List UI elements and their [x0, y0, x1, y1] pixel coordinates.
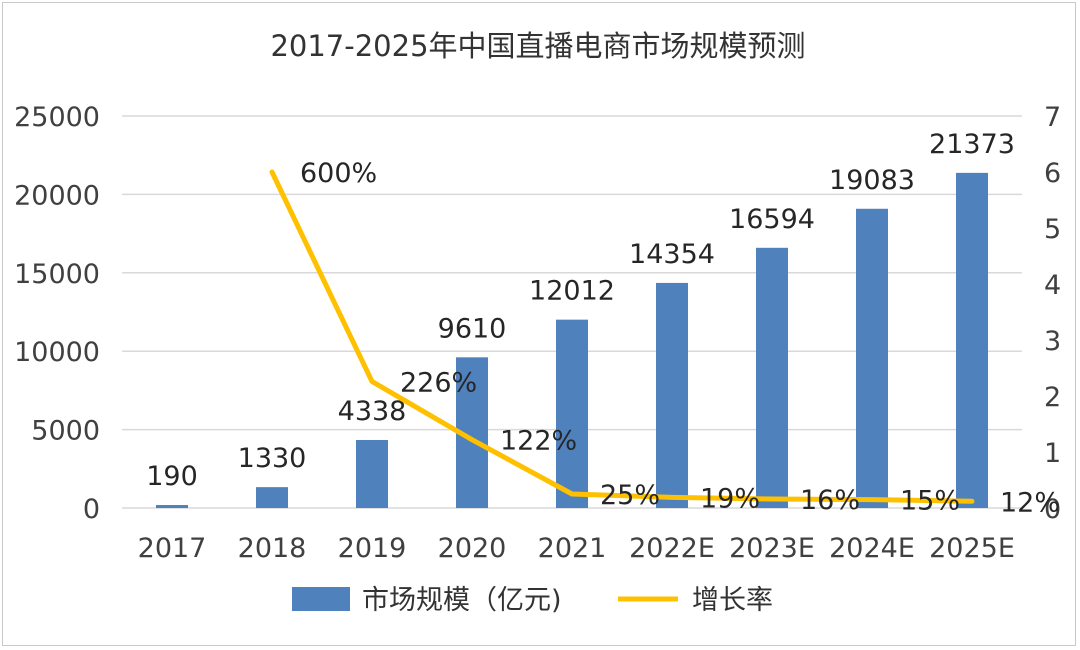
right-axis-tick-label: 4: [1044, 270, 1061, 301]
growth-data-label: 226%: [400, 367, 477, 398]
legend-bar-label: 市场规模（亿元): [362, 585, 562, 616]
x-axis-tick-label: 2020: [438, 533, 507, 564]
right-axis-tick-label: 0: [1044, 494, 1061, 525]
left-axis-ticks: 0 5000 10000 15000 20000 25000: [14, 102, 100, 525]
growth-data-label: 19%: [700, 483, 760, 514]
bar: [656, 282, 688, 508]
growth-data-label: 12%: [1000, 487, 1060, 518]
left-axis-tick-label: 20000: [14, 180, 100, 211]
bar-data-label: 14354: [629, 239, 715, 270]
left-axis-tick-label: 10000: [14, 337, 100, 368]
x-axis-tick-label: 2023E: [729, 533, 815, 564]
x-axis-tick-label: 2022E: [629, 533, 715, 564]
x-axis-tick-label: 2021: [538, 533, 607, 564]
right-axis-tick-label: 2: [1044, 382, 1061, 413]
bar: [556, 319, 588, 508]
right-axis-tick-label: 1: [1044, 438, 1061, 469]
x-axis-tick-label: 2025E: [929, 533, 1015, 564]
bar-data-label: 1330: [238, 443, 307, 474]
growth-line-series: 600% 226% 122% 25% 19% 16% 15% 12%: [269, 158, 1060, 518]
x-axis-tick-label: 2018: [238, 533, 307, 564]
right-axis-tick-label: 7: [1044, 102, 1061, 133]
x-axis-tick-label: 2024E: [829, 533, 915, 564]
bar: [956, 172, 988, 509]
x-axis-ticks: 2017 2018 2019 2020 2021 2022E 2023E 2024E 2025E: [138, 533, 1015, 564]
bar-data-label: 16594: [729, 204, 815, 235]
legend: 市场规模（亿元) 增长率: [292, 585, 773, 616]
growth-line: [269, 169, 975, 504]
bar-data-label: 9610: [438, 313, 507, 344]
x-axis-tick-label: 2019: [338, 533, 407, 564]
x-axis-tick-label: 2017: [138, 533, 207, 564]
bar: [856, 208, 888, 508]
left-axis-tick-label: 5000: [31, 416, 100, 447]
right-axis-tick-label: 3: [1044, 326, 1061, 357]
chart-title: 2017-2025年中国直播电商市场规模预测: [270, 29, 805, 63]
growth-data-label: 600%: [300, 158, 377, 189]
left-axis-tick-label: 0: [83, 494, 100, 525]
bar: [256, 487, 288, 508]
bar: [156, 505, 188, 508]
bar: [356, 439, 388, 508]
bar-data-label: 190: [146, 461, 198, 492]
right-axis-tick-label: 5: [1044, 214, 1061, 245]
left-axis-tick-label: 15000: [14, 259, 100, 290]
bar-data-label: 21373: [929, 129, 1015, 160]
growth-data-label: 15%: [900, 486, 960, 517]
legend-line-label: 增长率: [692, 585, 773, 616]
growth-data-label: 25%: [600, 480, 660, 511]
bar-data-label: 12012: [529, 276, 615, 307]
legend-bar-swatch: [292, 587, 350, 611]
bar-data-label: 4338: [338, 396, 407, 427]
right-axis-ticks: 0 1 2 3 4 5 6 7: [1044, 102, 1061, 525]
growth-data-label: 122%: [500, 426, 577, 457]
bar-data-label: 19083: [829, 165, 915, 196]
right-axis-tick-label: 6: [1044, 158, 1061, 189]
left-axis-tick-label: 25000: [14, 102, 100, 133]
bar: [756, 247, 788, 508]
growth-data-label: 16%: [800, 485, 860, 516]
